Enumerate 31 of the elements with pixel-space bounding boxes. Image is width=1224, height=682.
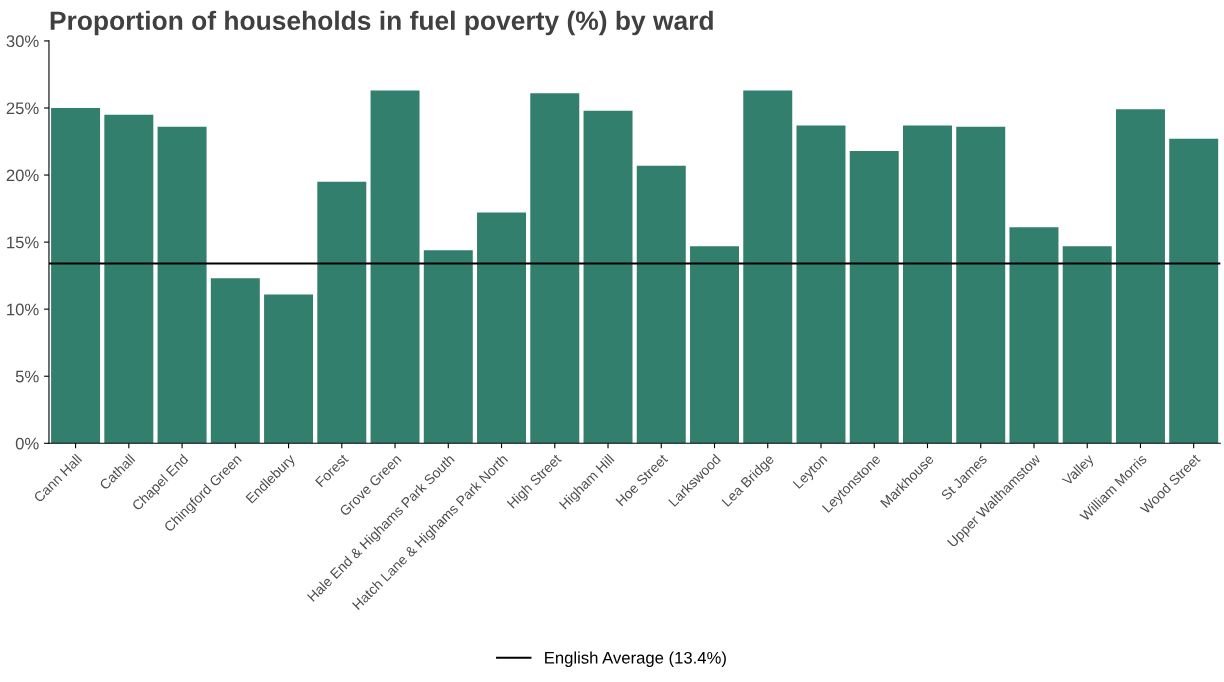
bar <box>104 114 154 444</box>
bar <box>636 165 686 444</box>
bar <box>1169 138 1219 444</box>
bar <box>264 294 314 444</box>
bar <box>902 125 952 444</box>
bar <box>210 278 260 444</box>
bar <box>849 150 899 444</box>
bar <box>743 90 793 444</box>
bar <box>477 212 527 444</box>
y-tick-label: 10% <box>7 303 39 316</box>
bar <box>956 126 1006 444</box>
bar <box>51 107 101 444</box>
bar <box>690 246 739 444</box>
bar <box>796 125 846 444</box>
bar <box>370 90 420 444</box>
y-tick-label: 20% <box>6 169 39 182</box>
bar <box>317 181 367 444</box>
y-tick-label: 0% <box>15 437 39 450</box>
bar <box>1062 246 1112 444</box>
bar <box>583 110 633 444</box>
legend-label: English Average (13.4%) <box>545 651 726 667</box>
y-tick-label: 15% <box>7 236 39 249</box>
bar <box>1009 227 1059 444</box>
bar <box>530 93 580 444</box>
bar <box>157 126 207 444</box>
bar <box>1115 109 1165 444</box>
y-tick-label: 5% <box>15 370 39 383</box>
y-tick-label: 30% <box>6 35 39 48</box>
chart-title: Proportion of households in fuel poverty (%) by ward <box>50 10 713 36</box>
y-tick-label: 25% <box>6 102 39 115</box>
bar <box>423 250 473 444</box>
